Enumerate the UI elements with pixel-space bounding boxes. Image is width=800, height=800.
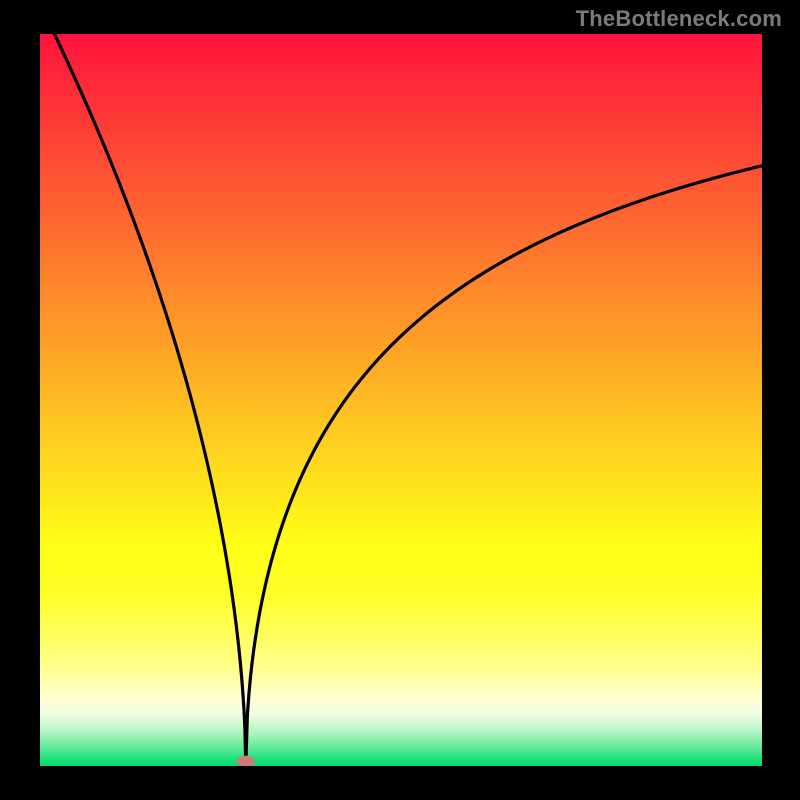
- chart-container: TheBottleneck.com: [0, 0, 800, 800]
- plot-area: [40, 34, 762, 766]
- watermark-text: TheBottleneck.com: [576, 6, 782, 32]
- plot-background: [40, 34, 762, 766]
- plot-svg: [40, 34, 762, 766]
